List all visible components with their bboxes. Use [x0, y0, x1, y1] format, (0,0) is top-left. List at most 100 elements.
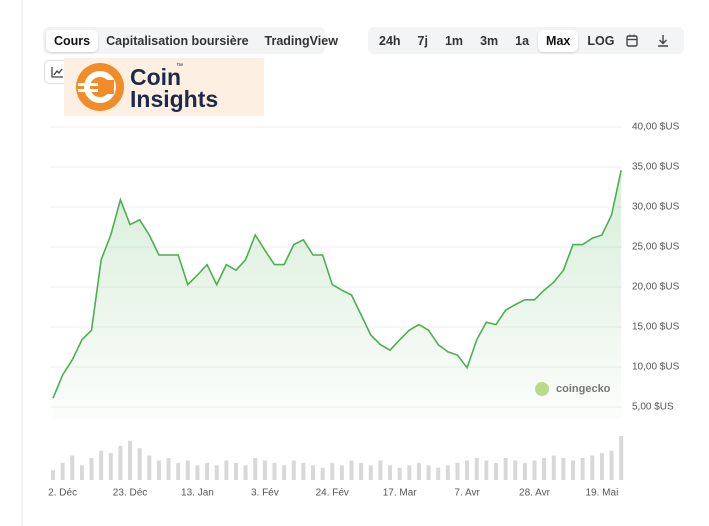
download-icon[interactable]: [655, 33, 671, 49]
volume-bar: [137, 448, 142, 480]
x-tick-label: 7. Avr: [454, 488, 480, 499]
range-button[interactable]: 7j: [417, 33, 428, 48]
volume-bar: [176, 462, 181, 480]
volume-bar: [224, 460, 229, 480]
volume-bar: [233, 462, 238, 480]
volume-bar: [118, 445, 123, 480]
volume-bar: [51, 470, 55, 480]
volume-bar: [253, 458, 258, 480]
volume-bar: [609, 450, 614, 480]
range-button[interactable]: 24h: [379, 33, 401, 48]
calendar-icon[interactable]: [624, 33, 640, 49]
volume-bar: [580, 458, 585, 480]
watermark: coingecko: [556, 383, 611, 395]
volume-bar: [272, 462, 277, 480]
x-tick-label: 19. Mai: [586, 488, 619, 499]
volume-bar: [484, 460, 489, 480]
tab-button[interactable]: Capitalisation boursière: [106, 33, 249, 48]
volume-bar: [156, 460, 161, 480]
volume-bar: [214, 465, 219, 480]
y-tick-label: 25,00 $US: [632, 242, 680, 253]
x-tick-label: 28. Avr: [519, 488, 551, 499]
logo: Coin ™ Insights: [64, 58, 264, 116]
watermark-icon: [535, 382, 549, 396]
x-tick-label: 2. Déc: [48, 488, 77, 499]
volume-bar: [368, 465, 373, 480]
volume-bar: [388, 465, 393, 480]
volume-bar: [532, 460, 537, 480]
y-tick-label: 30,00 $US: [632, 202, 680, 213]
volume-bar: [416, 462, 421, 480]
line-icon: [51, 67, 63, 78]
volume-bar: [339, 465, 344, 480]
volume-bar: [349, 460, 354, 480]
volume-bar: [282, 465, 287, 480]
volume-bar: [590, 455, 595, 480]
y-tick-label: 5,00 $US: [632, 402, 674, 413]
y-tick-label: 20,00 $US: [632, 282, 680, 293]
tab-button[interactable]: Cours: [46, 29, 99, 52]
price-line: [52, 170, 622, 399]
y-tick-label: 15,00 $US: [632, 322, 680, 333]
price-area: [53, 170, 622, 419]
x-tick-label: 3. Fév: [251, 488, 279, 499]
x-tick-label: 17. Mar: [383, 488, 418, 499]
volume-bar: [378, 460, 383, 480]
volume-bar: [89, 458, 94, 480]
volume-bar: [619, 436, 624, 480]
volume-bar: [320, 467, 325, 480]
volume-bar: [465, 460, 470, 480]
volume-bar: [551, 455, 556, 480]
range-button[interactable]: 3m: [480, 33, 499, 48]
y-tick-label: 40,00 $US: [632, 122, 680, 133]
volume-bar: [243, 465, 248, 480]
volume-bar: [108, 453, 113, 480]
volume-bar: [60, 462, 65, 480]
volume-bar: [311, 465, 316, 480]
volume-bar: [436, 467, 441, 480]
volume-bar: [599, 453, 604, 480]
volume-bar: [542, 458, 547, 480]
volume-bar: [503, 458, 508, 480]
volume-bar: [262, 460, 267, 480]
tab-bar: Cours Capitalisation boursière TradingView: [43, 27, 338, 54]
volume-bar: [185, 460, 190, 480]
volume-bar: [522, 462, 527, 480]
volume-bar: [205, 462, 210, 480]
range-button[interactable]: 1m: [444, 33, 464, 48]
volume-bar: [79, 465, 84, 480]
volume-bar: [474, 458, 479, 480]
x-tick-label: 13. Jan: [181, 488, 214, 499]
volume-bar: [301, 462, 306, 480]
volume-bar: [291, 460, 296, 480]
range-button[interactable]: LOG: [587, 33, 615, 48]
volume-bar: [330, 462, 335, 480]
volume-bar: [571, 460, 576, 480]
volume-bar: [426, 465, 431, 480]
volume-bar: [195, 465, 200, 480]
volume-bar: [147, 455, 152, 480]
range-bar: 24h 7j 1m 3m 1a Max LOG: [368, 27, 684, 54]
volume-bar: [493, 462, 498, 480]
range-button[interactable]: Max: [538, 29, 579, 52]
x-tick-label: 23. Déc: [113, 488, 147, 499]
logo-line2: Insights: [130, 86, 218, 112]
range-button[interactable]: 1a: [515, 33, 530, 48]
volume-bar: [128, 440, 133, 480]
volume-bar: [407, 465, 412, 480]
volume-bar: [359, 462, 364, 480]
logo-mark: Coin ™ Insights: [76, 63, 218, 112]
volume-bar: [445, 465, 450, 480]
logo-line1: Coin: [130, 64, 181, 90]
y-tick-label: 35,00 $US: [632, 162, 680, 173]
volume-bar: [99, 450, 104, 480]
volume-bar: [166, 458, 171, 480]
volume-bar: [70, 455, 75, 480]
volume-bar: [455, 462, 460, 480]
volume-bar: [513, 460, 518, 480]
volume-bar: [397, 467, 402, 480]
y-tick-label: 10,00 $US: [632, 362, 680, 373]
volume-bar: [561, 458, 566, 480]
tab-button[interactable]: TradingView: [264, 33, 338, 48]
